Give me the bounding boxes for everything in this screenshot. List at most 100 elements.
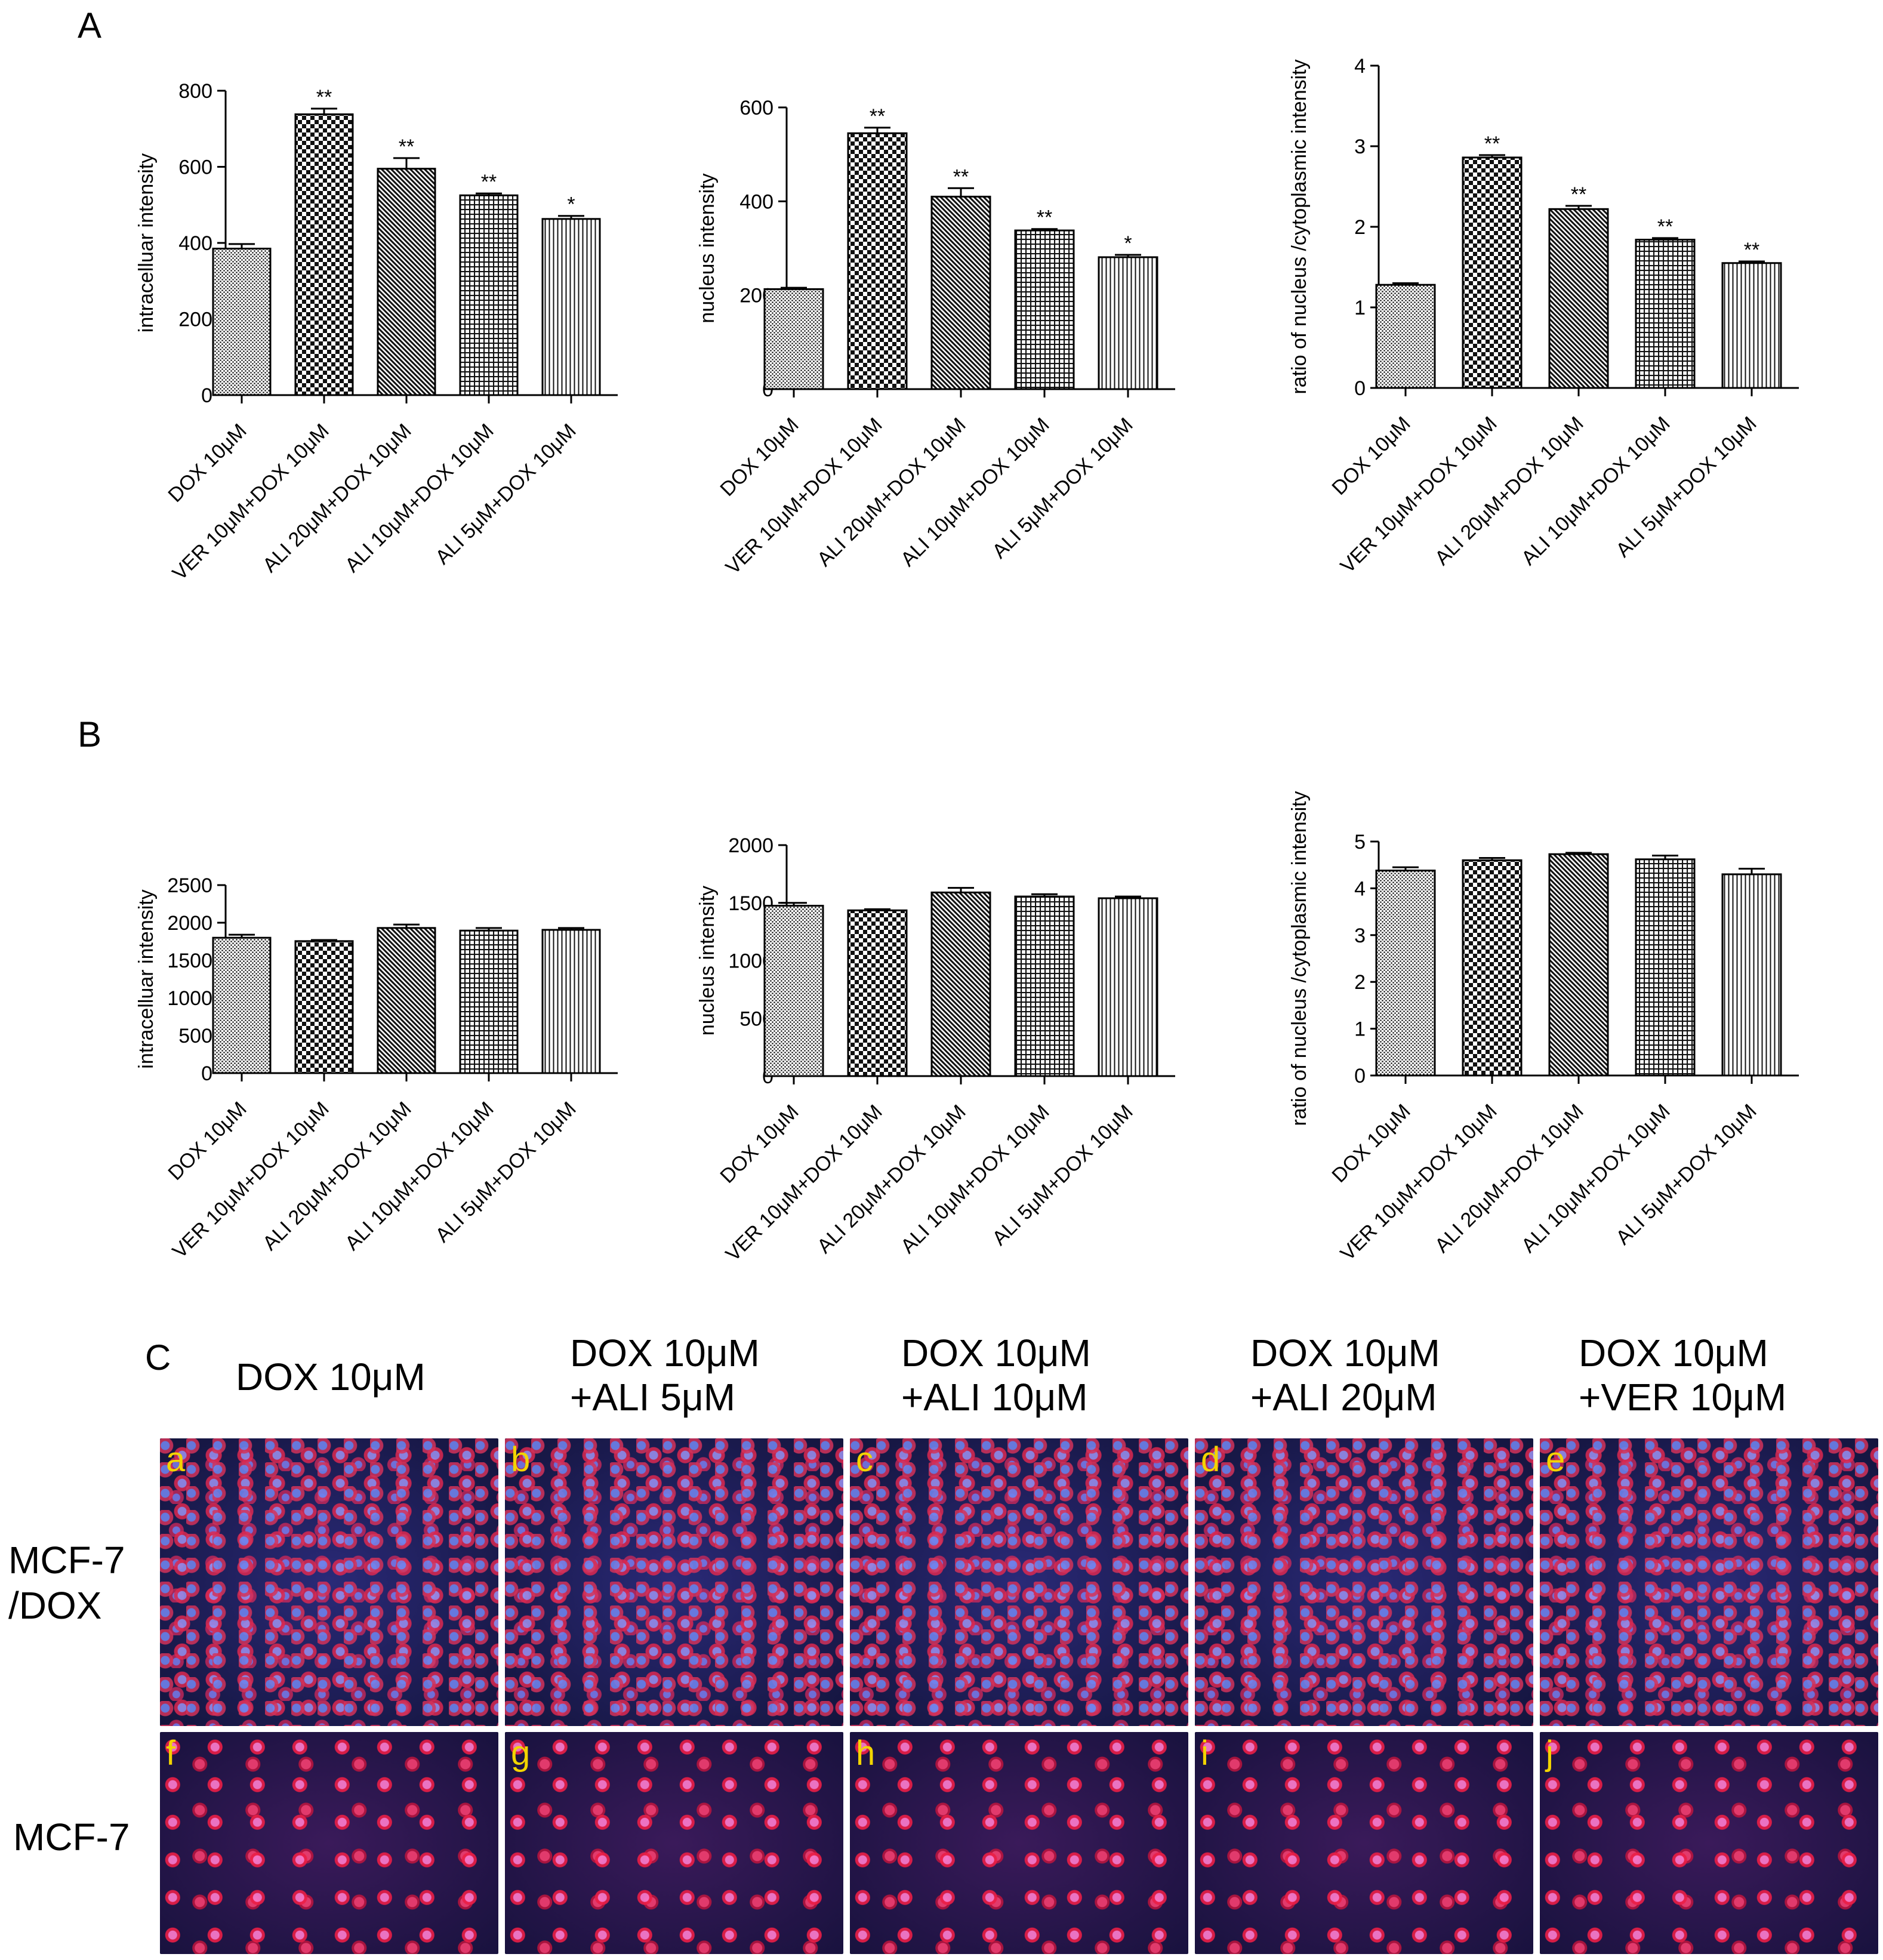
- column-header-1: DOX 10μM: [236, 1355, 570, 1399]
- error-bar: [1479, 154, 1505, 158]
- column-header-4: DOX 10μM +ALI 20μM: [1250, 1331, 1585, 1419]
- error-bar: [1565, 852, 1592, 855]
- category-label: DOX 10μM: [1327, 412, 1414, 500]
- micrograph-i-letter: i: [1201, 1734, 1209, 1773]
- micrograph-e: e: [1540, 1438, 1878, 1726]
- column-header-1-line1: DOX 10μM: [236, 1355, 426, 1398]
- error-bar: [864, 908, 890, 911]
- category-label: ALI 10μM+DOX 10μM: [1517, 412, 1675, 570]
- error-bar: [781, 902, 807, 906]
- y-tick-label: 0: [1354, 377, 1366, 400]
- chart-a-intracellular: intracelluar intensity 0 200 400 600 800 DOX 1…: [135, 80, 618, 585]
- column-header-4-line2: +ALI 20μM: [1250, 1376, 1437, 1419]
- bar: [294, 940, 354, 1074]
- row-label-mcf7-dox-line2: /DOX: [8, 1584, 102, 1627]
- category-label: ALI 10μM+DOX 10μM: [1517, 1100, 1675, 1258]
- significance-marker: **: [1657, 215, 1673, 238]
- bar: [459, 929, 519, 1074]
- micrograph-b: b: [505, 1438, 843, 1726]
- error-bar: [476, 927, 502, 931]
- error-bar: [1115, 895, 1141, 899]
- micrograph-c-letter: c: [856, 1440, 873, 1479]
- category-label: ALI 5μM+DOX 10μM: [988, 414, 1137, 563]
- significance-marker: *: [567, 193, 575, 216]
- significance-marker: **: [1571, 183, 1586, 206]
- panel-label-a: A: [78, 5, 102, 45]
- bar: [930, 195, 991, 390]
- bar: [541, 929, 601, 1074]
- category-label: DOX 10μM: [716, 1101, 803, 1188]
- error-bar: [476, 192, 502, 196]
- column-header-3-line2: +ALI 10μM: [901, 1376, 1088, 1419]
- error-bar: [1479, 856, 1505, 861]
- y-tick-label: 3: [1354, 135, 1366, 158]
- y-tick-label: 400: [739, 190, 773, 213]
- y-tick-label: 2500: [167, 874, 212, 897]
- y-tick-label: 600: [178, 156, 212, 179]
- y-tick-label: 4: [1354, 55, 1366, 78]
- micrograph-c: c: [850, 1438, 1188, 1726]
- significance-marker: **: [953, 165, 969, 188]
- y-axis-label: intracelluar intensity: [135, 153, 158, 332]
- y-tick-label: 0: [1354, 1065, 1366, 1087]
- y-tick-label: 4: [1354, 877, 1366, 900]
- error-bar: [1115, 254, 1141, 257]
- error-bar: [781, 286, 807, 289]
- error-bar: [1739, 260, 1765, 263]
- y-axis-label: ratio of nucleus /cytoplasmic intensity: [1288, 59, 1311, 394]
- bar: [763, 905, 824, 1077]
- category-label: ALI 10μM+DOX 10μM: [341, 420, 498, 577]
- category-label: ALI 5μM+DOX 10μM: [988, 1101, 1137, 1250]
- error-bar: [948, 887, 974, 893]
- significance-marker: **: [399, 135, 414, 158]
- chart-a-nucleus: nucleus intensity0200400600DOX 10μM**VER…: [696, 97, 1175, 579]
- y-axis-label: nucleus intensity: [696, 886, 719, 1036]
- bar: [541, 218, 601, 396]
- chart-b-ratio: ratio of nucleus /cytoplasmic intensity 0…: [1288, 791, 1799, 1265]
- micrograph-i: i: [1195, 1732, 1533, 1954]
- column-header-5: DOX 10μM +VER 10μM: [1579, 1331, 1883, 1419]
- y-tick-label: 1: [1354, 1018, 1366, 1041]
- category-label: VER 10μM+DOX 10μM: [1336, 1100, 1502, 1265]
- bar: [1098, 897, 1158, 1077]
- y-tick-label: 600: [739, 97, 773, 119]
- error-bar: [558, 215, 584, 219]
- chart-b-intracellular: intracelluar intensity 0 500 1000 1500 2000 25…: [135, 874, 618, 1263]
- error-bar: [229, 933, 255, 938]
- error-bar: [1392, 282, 1419, 285]
- y-tick-label: 800: [178, 80, 212, 103]
- bar: [377, 927, 436, 1074]
- y-tick-label: 3: [1354, 924, 1366, 947]
- category-label: DOX 10μM: [1327, 1100, 1414, 1187]
- bar: [1721, 262, 1782, 389]
- bar: [1375, 870, 1436, 1077]
- chart-b-nucleus: nucleus intensity0500100015002000DOX 10μ…: [696, 834, 1175, 1266]
- y-tick-label: 2: [1354, 971, 1366, 994]
- column-header-2: DOX 10μM +ALI 5μM: [570, 1331, 904, 1419]
- chart-a-ratio: ratio of nucleus /cytoplasmic intensity 0…: [1288, 55, 1799, 578]
- y-tick-label: 1500: [167, 950, 212, 972]
- category-label: VER 10μM+DOX 10μM: [722, 1101, 887, 1266]
- micrograph-h: h: [850, 1732, 1188, 1954]
- bar: [1635, 239, 1696, 389]
- row-label-mcf7-dox: MCF-7 /DOX: [8, 1537, 125, 1628]
- bar: [1462, 156, 1523, 389]
- panel-label-c: C: [145, 1338, 171, 1377]
- bar: [1098, 256, 1158, 390]
- panel-label-b: B: [78, 714, 102, 754]
- bar: [212, 936, 272, 1074]
- error-bar: [558, 927, 584, 930]
- y-tick-label: 500: [178, 1025, 212, 1047]
- micrograph-a: a: [160, 1438, 498, 1726]
- category-label: ALI 20μM+DOX 10μM: [258, 1098, 416, 1255]
- column-header-2-line2: +ALI 5μM: [570, 1376, 735, 1419]
- category-label: DOX 10μM: [164, 420, 251, 507]
- bar: [377, 168, 436, 396]
- y-tick-label: 2000: [167, 912, 212, 935]
- category-label: ALI 20μM+DOX 10μM: [813, 1101, 970, 1258]
- error-bar: [1031, 893, 1058, 897]
- row-label-mcf7-dox-line1: MCF-7: [8, 1539, 125, 1582]
- category-label: DOX 10μM: [716, 414, 803, 501]
- category-label: ALI 20μM+DOX 10μM: [813, 414, 970, 571]
- y-tick-label: 1: [1354, 297, 1366, 319]
